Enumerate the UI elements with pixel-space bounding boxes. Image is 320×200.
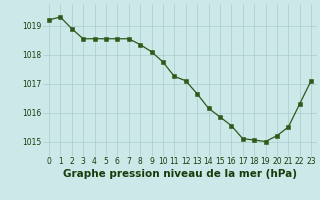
- X-axis label: Graphe pression niveau de la mer (hPa): Graphe pression niveau de la mer (hPa): [63, 169, 297, 179]
